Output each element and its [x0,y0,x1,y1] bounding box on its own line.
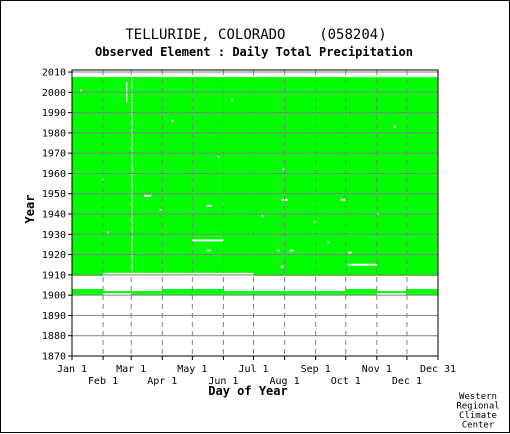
missing-segment [313,221,316,224]
missing-segment [340,198,346,201]
y-tick-label: 1890 [42,311,66,322]
plot-border [71,69,439,357]
y-tick-label: 1900 [42,291,66,302]
credit-line: Regional [456,402,499,412]
missing-segment [289,249,294,252]
missing-region [103,289,163,292]
missing-region [376,289,406,292]
y-axis-title: Year [23,195,37,224]
credit-line: Western [459,392,497,402]
y-tick-label: 1960 [42,169,66,180]
x-tick-label: Jun 1 [208,376,238,387]
missing-segment [327,241,330,244]
y-tick-label: 1990 [42,108,66,119]
grid-layer [71,69,439,357]
x-tick-label: Dec 1 [392,376,422,387]
y-tick-label: 1930 [42,230,66,241]
credit-line: Center [462,421,495,431]
y-tick-label: 1940 [42,210,66,221]
missing-region [376,293,406,296]
y-tick-label: 1880 [42,331,66,342]
data-layer [72,75,438,296]
x-tick-label: Dec 31 [420,364,456,375]
missing-segment [282,168,285,171]
missing-segment [231,99,234,102]
missing-segment [159,208,162,211]
y-tick-label: 1970 [42,149,66,160]
missing-segment [280,265,284,268]
missing-segment [171,119,174,122]
missing-segment [393,125,396,128]
missing-segment [192,239,224,242]
missing-segment [206,204,212,207]
x-tick-label: Apr 1 [147,376,177,387]
x-tick-label: Jan 1 [57,364,87,375]
missing-region [344,75,438,78]
missing-segment [261,215,264,218]
y-tick-label: 1980 [42,128,66,139]
observed-block [72,293,438,296]
x-tick-label: Jul 1 [238,364,268,375]
x-tick-label: Nov 1 [362,364,392,375]
x-axis: Jan 1 Mar 1 May 1 Jul 1 Sep 1 Nov 1 Dec 31 Feb … [57,356,456,387]
missing-segment [206,249,211,252]
missing-region [103,293,132,296]
missing-region [103,272,254,276]
missing-segment [144,194,152,197]
missing-column [131,78,133,273]
chart-subtitle: Observed Element : Daily Total Precipita… [95,45,413,59]
y-tick-label: 2010 [42,68,66,79]
x-tick-label: Feb 1 [88,376,118,387]
y-tick-label: 1910 [42,270,66,281]
missing-segment [107,231,110,234]
missing-segment [347,251,352,254]
y-tick-label: 1870 [42,352,66,363]
x-tick-label: Mar 1 [116,364,146,375]
chart-title: TELLURIDE, COLORADO (058204) [125,27,386,43]
x-tick-label: May 1 [177,364,207,375]
credit-line: Climate [459,411,497,421]
y-tick-label: 1950 [42,189,66,200]
missing-segment [217,156,220,159]
missing-segment [80,89,83,92]
y-axis: 1870 1880 1890 1900 1910 1920 1930 1940 1950 1960… [42,68,72,363]
x-axis-title: Day of Year [208,384,287,398]
y-tick-label: 1920 [42,250,66,261]
observed-block [72,77,438,276]
missing-segment [276,249,280,252]
missing-segment [347,263,377,266]
x-tick-label: Oct 1 [331,376,361,387]
x-tick-label: Aug 1 [270,376,300,387]
x-tick-label: Sep 1 [301,364,331,375]
y-tick-label: 2000 [42,88,66,99]
